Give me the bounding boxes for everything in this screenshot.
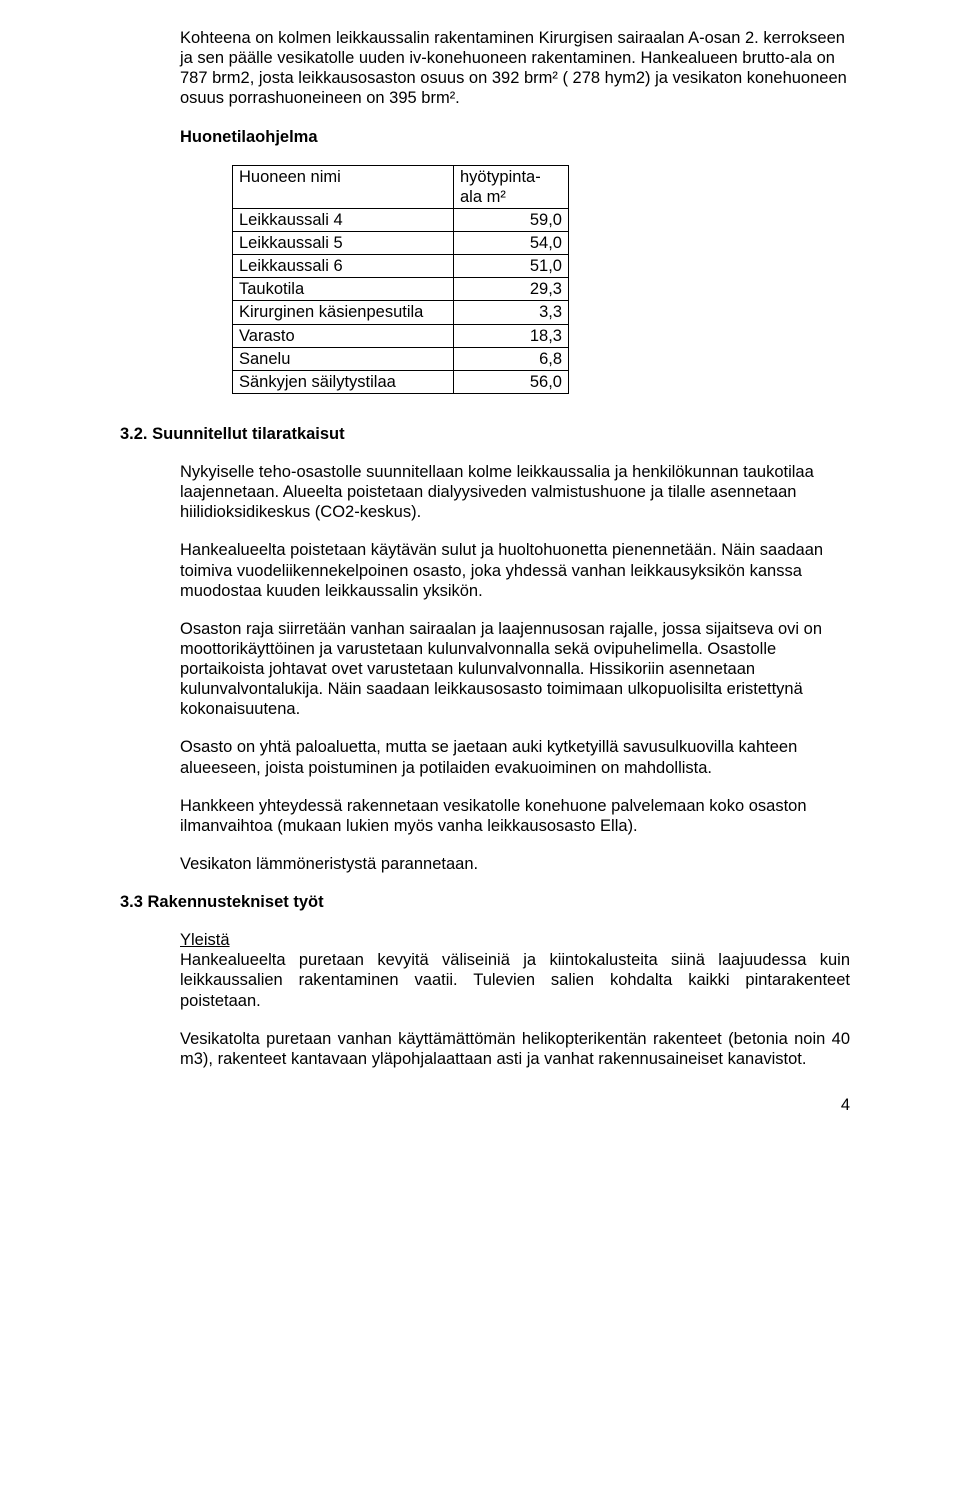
table-row: Kirurginen käsienpesutila 3,3 — [233, 301, 569, 324]
row-name: Varasto — [233, 324, 454, 347]
row-name: Sanelu — [233, 347, 454, 370]
sec33-p1: Hankealueelta puretaan kevyitä väliseini… — [180, 950, 850, 1010]
row-name: Kirurginen käsienpesutila — [233, 301, 454, 324]
table-row: Taukotila 29,3 — [233, 278, 569, 301]
sec32-p5: Hankkeen yhteydessä rakennetaan vesikato… — [180, 796, 850, 836]
page-number: 4 — [120, 1095, 850, 1115]
table-row: Leikkaussali 5 54,0 — [233, 232, 569, 255]
sec32-p4: Osasto on yhtä paloaluetta, mutta se jae… — [180, 737, 850, 777]
row-val: 54,0 — [454, 232, 569, 255]
row-name: Leikkaussali 5 — [233, 232, 454, 255]
table-header-row: Huoneen nimi hyötypinta-ala m² — [233, 165, 569, 208]
row-name: Sänkyjen säilytystilaa — [233, 370, 454, 393]
sec32-p6: Vesikaton lämmöneristystä parannetaan. — [180, 854, 850, 874]
table-row: Leikkaussali 6 51,0 — [233, 255, 569, 278]
sec33-p2: Vesikatolta puretaan vanhan käyttämättöm… — [180, 1029, 850, 1069]
room-table: Huoneen nimi hyötypinta-ala m² Leikkauss… — [232, 165, 569, 394]
row-val: 59,0 — [454, 208, 569, 231]
intro-paragraph: Kohteena on kolmen leikkaussalin rakenta… — [180, 28, 850, 109]
sec32-p1: Nykyiselle teho-osastolle suunnitellaan … — [180, 462, 850, 522]
sec33-subheading: Yleistä — [180, 930, 850, 950]
row-val: 3,3 — [454, 301, 569, 324]
row-val: 29,3 — [454, 278, 569, 301]
huonetilaohjelma-heading: Huonetilaohjelma — [180, 127, 850, 147]
table-row: Sanelu 6,8 — [233, 347, 569, 370]
sec32-p2: Hankealueelta poistetaan käytävän sulut … — [180, 540, 850, 600]
sec32-p3: Osaston raja siirretään vanhan sairaalan… — [180, 619, 850, 720]
section-3-3-heading: 3.3 Rakennustekniset työt — [120, 892, 850, 912]
row-val: 6,8 — [454, 347, 569, 370]
table-row: Sänkyjen säilytystilaa 56,0 — [233, 370, 569, 393]
row-val: 56,0 — [454, 370, 569, 393]
table-row: Leikkaussali 4 59,0 — [233, 208, 569, 231]
row-name: Taukotila — [233, 278, 454, 301]
row-name: Leikkaussali 6 — [233, 255, 454, 278]
header-name-cell: Huoneen nimi — [233, 165, 454, 208]
section-3-2-heading: 3.2. Suunnitellut tilaratkaisut — [120, 424, 850, 444]
row-name: Leikkaussali 4 — [233, 208, 454, 231]
row-val: 51,0 — [454, 255, 569, 278]
row-val: 18,3 — [454, 324, 569, 347]
table-row: Varasto 18,3 — [233, 324, 569, 347]
header-val-cell: hyötypinta-ala m² — [454, 165, 569, 208]
